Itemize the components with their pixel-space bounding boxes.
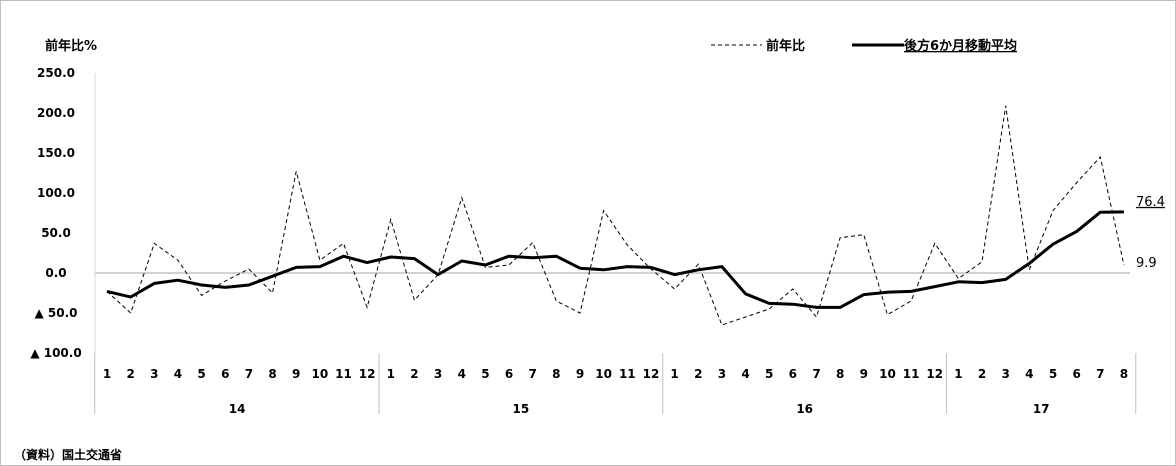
x-axis: 1 2 3 4 5 6 7 8 9 10 11 12 1 2 3 4 5 6 7 8 9 10 11 12 1 2 3 4 5 6 7 8 9 1… (94, 353, 1137, 416)
x-tick-label-month: 3 (434, 367, 442, 381)
x-tick-label-year: 16 (796, 402, 813, 416)
series-line-yoy (106, 105, 1125, 326)
x-tick-label-month: 5 (1049, 367, 1057, 381)
x-tick-label-month: 3 (150, 367, 158, 381)
x-tick-label-month: 7 (1096, 367, 1104, 381)
x-tick-label-month: 4 (1025, 367, 1033, 381)
x-tick-label-month: 8 (268, 367, 276, 381)
x-tick-label-month: 2 (126, 367, 134, 381)
x-tick-label-month: 11 (335, 367, 352, 381)
x-tick-label-month: 6 (221, 367, 229, 381)
x-tick-label-month: 9 (576, 367, 584, 381)
x-tick-label-month: 7 (529, 367, 537, 381)
x-tick-label-month: 2 (410, 367, 418, 381)
x-tick-label-year: 14 (229, 402, 246, 416)
x-tick-label-month: 11 (619, 367, 636, 381)
x-tick-label-month: 10 (311, 367, 328, 381)
end-label-moving-average: 76.4 (1136, 195, 1165, 210)
x-tick-label-month: 1 (670, 367, 678, 381)
end-labels: 76.4 9.9 (1136, 195, 1165, 271)
x-tick-label-month: 7 (812, 367, 820, 381)
x-tick-label-month: 4 (741, 367, 749, 381)
x-tick-label-month: 9 (860, 367, 868, 381)
x-tick-label-month: 12 (643, 367, 660, 381)
y-tick-label: 50.0 (41, 226, 71, 240)
legend-label-yoy: 前年比 (766, 38, 805, 54)
x-tick-label-month: 8 (552, 367, 560, 381)
x-tick-label-month: 8 (1120, 367, 1128, 381)
y-tick-label: ▲ 100.0 (30, 346, 81, 360)
series-line-moving-average (106, 210, 1124, 309)
x-tick-label-month: 5 (765, 367, 773, 381)
x-tick-label-month: 10 (595, 367, 612, 381)
x-tick-label-month: 6 (1072, 367, 1080, 381)
y-tick-label: 250.0 (37, 66, 75, 80)
y-tick-labels: 250.0 200.0 150.0 100.0 50.0 0.0 ▲ 50.0 ▲ 100.0 (30, 66, 81, 360)
source-note: （資料）国土交通省 (14, 447, 122, 462)
x-tick-label-month: 3 (1002, 367, 1010, 381)
y-tick-label: 0.0 (45, 266, 66, 280)
x-tick-label-month: 7 (245, 367, 253, 381)
y-tick-label: 200.0 (37, 106, 75, 120)
y-tick-label: 100.0 (37, 186, 75, 200)
x-tick-label-month: 8 (836, 367, 844, 381)
x-tick-label-month: 2 (694, 367, 702, 381)
x-tick-label-month: 3 (718, 367, 726, 381)
x-tick-label-month: 2 (978, 367, 986, 381)
x-tick-label-month: 11 (903, 367, 920, 381)
x-tick-label-month: 1 (387, 367, 395, 381)
x-tick-label-month: 1 (954, 367, 962, 381)
y-tick-label: 150.0 (37, 146, 75, 160)
legend-label-moving-average: 後方6か月移動平均 (904, 38, 1017, 54)
x-tick-label-year: 15 (513, 402, 530, 416)
x-tick-label-month: 9 (292, 367, 300, 381)
x-tick-label-month: 12 (926, 367, 943, 381)
x-tick-label-month: 6 (505, 367, 513, 381)
x-tick-label-month: 4 (458, 367, 466, 381)
x-tick-label-month: 1 (103, 367, 111, 381)
x-tick-label-month: 6 (789, 367, 797, 381)
y-axis-label: 前年比% (45, 38, 97, 54)
x-tick-label-year: 17 (1033, 402, 1050, 416)
y-tick-label: ▲ 50.0 (34, 306, 77, 320)
legend: 前年比 後方6か月移動平均 (711, 38, 1017, 54)
x-tick-label-month: 10 (879, 367, 896, 381)
x-tick-label-month: 5 (197, 367, 205, 381)
x-tick-label-month: 5 (481, 367, 489, 381)
end-label-yoy: 9.9 (1136, 256, 1157, 271)
x-tick-label-month: 12 (359, 367, 376, 381)
x-tick-label-month: 4 (174, 367, 182, 381)
